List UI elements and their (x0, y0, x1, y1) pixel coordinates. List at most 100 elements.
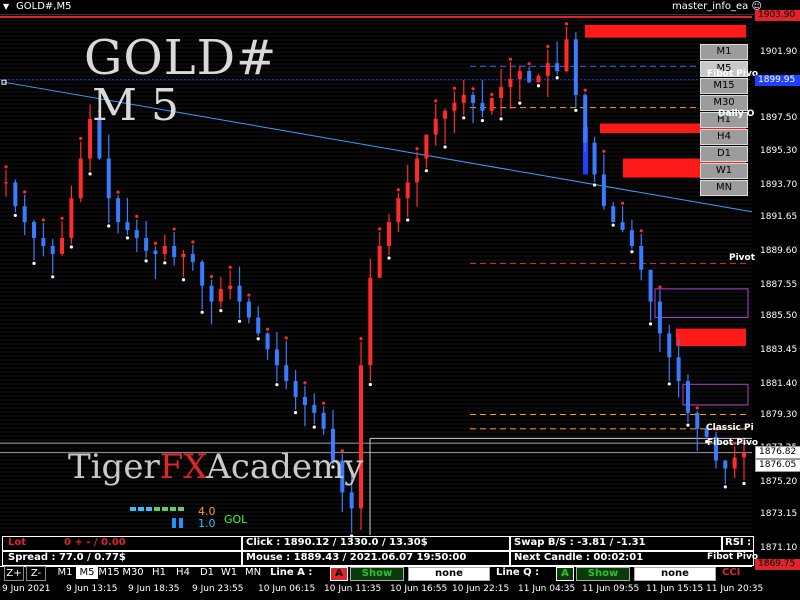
candle-body (134, 230, 139, 239)
high-marker (79, 136, 83, 141)
line-a-style-select[interactable]: none (408, 567, 490, 581)
candle-body (228, 285, 233, 289)
low-marker (611, 223, 615, 227)
lot-label: Lot (8, 537, 27, 548)
low-marker (555, 76, 559, 80)
price-tick-label: 1897.50 (760, 113, 798, 123)
tf-button-d1[interactable]: D1 (700, 146, 748, 162)
high-marker (620, 201, 625, 205)
high-marker (23, 190, 27, 194)
purple-zone (682, 383, 749, 406)
high-marker (303, 381, 307, 385)
tf-small-m15[interactable]: M15 (98, 567, 120, 578)
low-marker (686, 423, 690, 427)
candle-body (424, 134, 429, 159)
zoom-in-button[interactable]: Z+ (4, 566, 24, 581)
low-marker (424, 169, 428, 173)
tf-small-m1[interactable]: M1 (57, 567, 73, 578)
candle-body (489, 98, 494, 111)
tf-button-w1[interactable]: W1 (700, 163, 748, 179)
tf-button-mn[interactable]: MN (700, 180, 748, 196)
high-marker (4, 165, 8, 169)
candle-body (592, 142, 597, 175)
line-a-flag[interactable]: A (330, 567, 348, 581)
line-q-label: Line Q : (496, 567, 540, 578)
low-marker (387, 256, 391, 260)
click-info: Click : 1890.12 / 1330.0 / 13.30$ (246, 537, 428, 548)
candle-body (50, 245, 55, 254)
candle-body (639, 245, 644, 270)
candle-body (713, 436, 718, 461)
tf-small-h4[interactable]: H4 (176, 567, 190, 578)
time-tick-label: 10 Jun 06:15 (258, 584, 316, 594)
tf-small-m5[interactable]: M5 (76, 566, 98, 579)
high-marker (452, 86, 457, 90)
low-marker (125, 236, 130, 240)
chart-menu-icon[interactable]: ▼ (3, 2, 10, 11)
low-marker (312, 425, 316, 429)
high-marker (60, 216, 64, 220)
high-marker (396, 188, 400, 192)
high-marker (172, 227, 176, 231)
tf-button-m5[interactable]: M5 (700, 61, 748, 77)
candle-body (32, 222, 37, 239)
candle-body (415, 158, 420, 183)
zoom-out-button[interactable]: Z- (26, 566, 46, 581)
tf-small-mn[interactable]: MN (244, 567, 262, 578)
top-price-marker: 1903.90 (755, 10, 800, 21)
candle-body (144, 238, 149, 251)
candle-body (237, 285, 242, 302)
chart-title: GOLD#,M5 (16, 1, 72, 12)
tf-small-m30[interactable]: M30 (122, 567, 144, 578)
symbol-watermark: GOLD# (84, 30, 278, 86)
bottom-price-marker: 1869.75 (755, 559, 800, 570)
low-marker (723, 485, 727, 489)
spread-info: Spread : 77.0 / 0.77$ (8, 552, 126, 563)
high-marker (97, 109, 102, 113)
chart-title-bar: ▼ GOLD#,M5 master_info_ea ☺ (0, 0, 800, 15)
tf-button-h1[interactable]: H1 (700, 112, 748, 128)
tf-small-h1[interactable]: H1 (152, 567, 166, 578)
tf-button-h4[interactable]: H4 (700, 129, 748, 145)
tf-button-m30[interactable]: M30 (700, 95, 748, 111)
high-marker (209, 275, 214, 279)
high-marker (602, 149, 606, 153)
line-q-style-select[interactable]: none (634, 567, 716, 581)
tf-small-w1[interactable]: W1 (220, 567, 238, 578)
line-q-flag[interactable]: A (556, 567, 574, 581)
candle-body (330, 428, 335, 461)
timeframe-watermark: M 5 (92, 80, 180, 131)
tf-button-m15[interactable]: M15 (700, 78, 748, 94)
tf-small-d1[interactable]: D1 (199, 567, 215, 578)
candle-body (667, 333, 672, 358)
tf-button-m1[interactable]: M1 (700, 44, 748, 60)
high-marker (583, 88, 587, 92)
candle-body (573, 39, 578, 95)
line-q-show-button[interactable]: Show (576, 567, 630, 581)
strength-value-top: 4.0 (198, 505, 216, 518)
candle-body (340, 460, 345, 493)
candle-body (172, 245, 177, 258)
price-tick-label: 1891.65 (760, 212, 798, 222)
candle-body (536, 75, 541, 83)
lot-value[interactable]: 0 + - / 0.00 (64, 537, 126, 548)
low-marker (368, 382, 372, 387)
high-marker (677, 334, 681, 338)
candle-body (41, 238, 46, 246)
high-marker (340, 449, 344, 453)
candle-body (452, 102, 457, 111)
candle-body (265, 333, 270, 350)
candle-body (22, 206, 27, 223)
trend-line-anchor[interactable] (1, 79, 7, 85)
low-marker (648, 322, 653, 326)
low-marker (499, 117, 503, 121)
price-tick-label: 1875.20 (760, 477, 798, 487)
candle-body (106, 158, 111, 199)
line-a-show-button[interactable]: Show (350, 567, 404, 581)
high-marker (228, 265, 232, 269)
purple-zone (654, 288, 749, 319)
brand-watermark: TigerFXAcademy (68, 447, 364, 487)
low-marker (51, 275, 55, 279)
fibo-pivot-label-bottom: Fibot Pivo (707, 552, 759, 562)
